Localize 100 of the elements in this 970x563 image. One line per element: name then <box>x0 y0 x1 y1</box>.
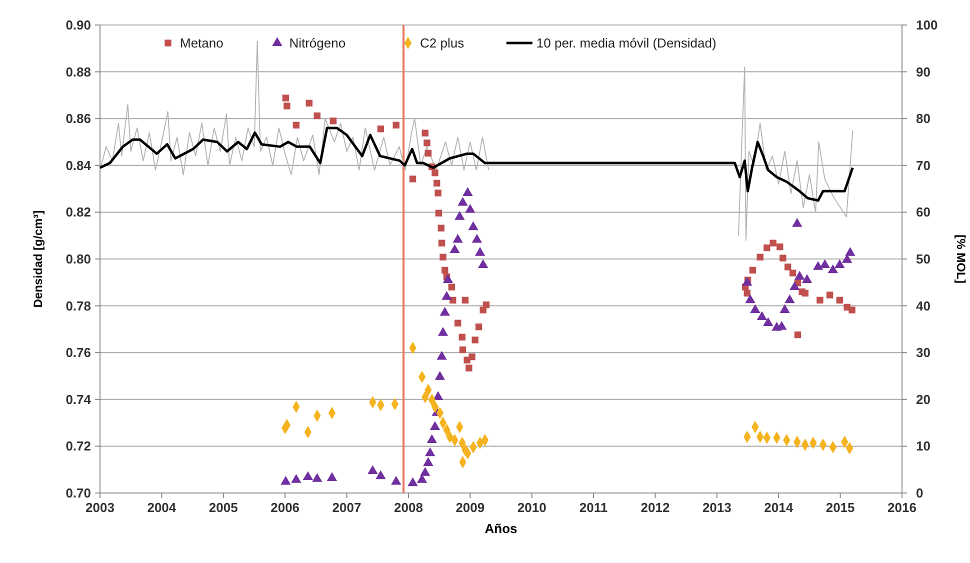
point <box>828 264 838 274</box>
x-tick-label: 2013 <box>702 500 732 515</box>
point <box>745 294 756 304</box>
y2-tick-label: 70 <box>916 158 930 173</box>
y2-tick-label: 50 <box>916 252 930 266</box>
x-tick-label: 2007 <box>332 500 362 515</box>
y-tick-label: 0.86 <box>66 111 91 126</box>
point <box>420 466 430 476</box>
point <box>466 364 472 372</box>
point <box>450 244 460 254</box>
y-tick-label: 0.72 <box>66 438 91 454</box>
point <box>423 457 434 466</box>
point <box>292 122 300 129</box>
x-tick-label: 2005 <box>208 500 238 515</box>
point <box>482 302 490 308</box>
point <box>845 247 856 256</box>
point <box>435 210 442 216</box>
point <box>792 218 802 227</box>
point <box>440 254 446 260</box>
y2-tick-label: 0 <box>916 486 924 500</box>
point <box>836 296 844 304</box>
y2-tick-label: 80 <box>916 111 930 126</box>
point <box>474 247 486 256</box>
point <box>442 266 448 274</box>
y-tick-label: 0.90 <box>66 18 91 32</box>
x-tick-label: 2004 <box>147 500 177 515</box>
point <box>826 292 834 298</box>
point <box>770 240 776 246</box>
point <box>802 290 808 297</box>
point <box>816 296 824 304</box>
point <box>794 270 805 280</box>
legend-label: Metano <box>180 36 224 50</box>
y2-tick-label: 30 <box>916 345 930 360</box>
y-tick-label: 0.84 <box>66 158 92 173</box>
y2-tick-label: 60 <box>916 204 930 220</box>
point <box>780 304 790 313</box>
x-tick-label: 2015 <box>826 500 855 515</box>
legend-label: C2 plus <box>420 36 465 50</box>
point <box>391 476 402 485</box>
point <box>377 126 384 132</box>
point <box>813 261 824 270</box>
point <box>430 421 440 430</box>
x-tick-label: 2003 <box>86 500 114 515</box>
x-tick-label: 2008 <box>394 500 423 515</box>
y2-tick-label: 90 <box>916 64 930 80</box>
point <box>462 187 473 196</box>
point <box>794 331 802 338</box>
point <box>284 102 290 110</box>
point <box>458 196 468 206</box>
point <box>442 291 452 300</box>
point <box>742 276 752 286</box>
point <box>802 274 812 284</box>
point <box>440 306 450 316</box>
y-tick-label: 0.80 <box>66 252 91 266</box>
point <box>433 180 440 187</box>
point <box>314 112 321 120</box>
y-axis-title: Densidad [g/cm³] <box>31 210 45 308</box>
point <box>424 447 436 456</box>
point <box>416 474 428 483</box>
point <box>422 130 428 136</box>
point <box>789 270 796 276</box>
point <box>376 470 386 480</box>
x-tick-label: 2006 <box>270 500 300 515</box>
point <box>468 221 478 230</box>
point <box>784 264 792 270</box>
point <box>468 353 476 360</box>
x-tick-label: 2016 <box>888 500 916 515</box>
legend-label: 10 per. media móvil (Densidad) <box>536 36 716 50</box>
point <box>326 472 338 481</box>
point <box>478 259 488 268</box>
point <box>282 94 290 102</box>
point <box>424 150 432 157</box>
y2-axis-title: [% MOL] <box>954 234 968 284</box>
point <box>749 266 756 274</box>
point <box>750 304 760 313</box>
point <box>834 259 845 268</box>
point <box>442 274 454 284</box>
point <box>462 296 469 304</box>
point <box>409 176 416 182</box>
point <box>454 320 462 326</box>
y-tick-label: 0.74 <box>66 392 92 407</box>
point <box>756 254 764 260</box>
legend-label: Nitrógeno <box>289 36 346 50</box>
y2-tick-label: 100 <box>916 18 938 32</box>
point <box>848 306 856 314</box>
point <box>434 190 442 196</box>
point <box>820 259 830 268</box>
point <box>312 473 322 482</box>
point <box>784 294 795 304</box>
point <box>763 317 774 326</box>
point <box>475 324 482 330</box>
point <box>291 474 302 483</box>
point <box>426 434 437 444</box>
point <box>790 281 800 290</box>
y-tick-label: 0.78 <box>66 298 91 314</box>
point <box>776 243 784 250</box>
point <box>330 118 337 124</box>
point <box>368 465 378 474</box>
point <box>302 471 313 480</box>
point <box>408 477 418 486</box>
